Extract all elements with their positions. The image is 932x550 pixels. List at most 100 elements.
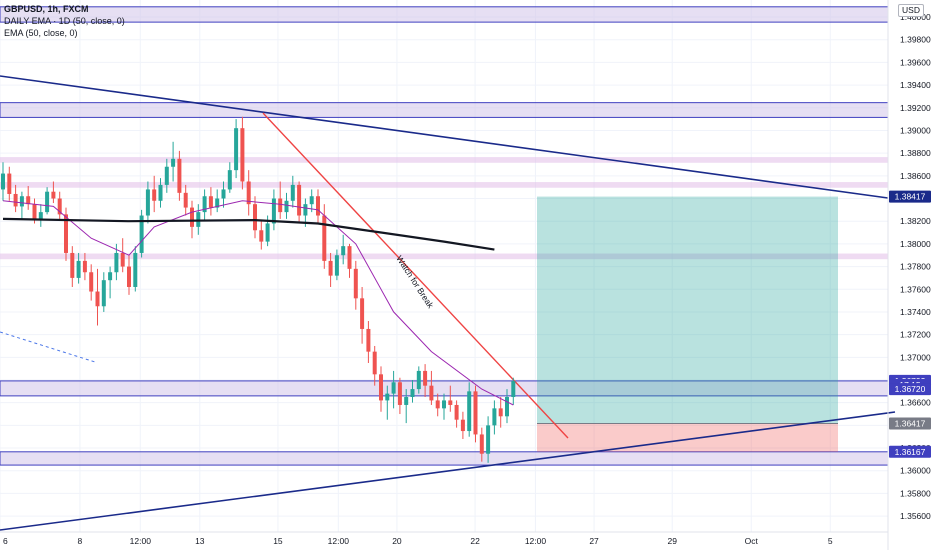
price-tag-label: 1.36720 <box>895 384 926 394</box>
time-tick-label: 12:00 <box>130 536 152 546</box>
candle-body <box>448 400 453 405</box>
candle-body <box>479 434 484 454</box>
candle-body <box>57 198 62 215</box>
long-position[interactable] <box>537 196 838 452</box>
candle-body <box>328 260 333 276</box>
candle-body <box>309 196 314 205</box>
candle-body <box>64 214 68 253</box>
time-tick-label: 29 <box>667 536 677 546</box>
daily-ema-line <box>2 217 495 251</box>
candle-body <box>442 400 446 409</box>
sr-zone <box>0 451 889 466</box>
price-tick-label: 1.39800 <box>900 35 931 45</box>
candle-body <box>127 266 131 287</box>
candle-body <box>379 374 383 401</box>
price-tick-label: 1.39400 <box>900 80 931 90</box>
candle-body <box>76 260 81 278</box>
candle-body <box>391 382 396 394</box>
price-tag-bg <box>889 383 931 396</box>
candle-body <box>152 189 157 201</box>
price-tag-label: 1.38417 <box>895 192 926 202</box>
sr-zone-faint <box>0 157 888 163</box>
price-tick-label: 1.39200 <box>900 103 931 113</box>
time-axis[interactable]: 6 8 12:00 13 15 12:00 20 22 12:00 27 29 Oct 5 <box>0 531 888 546</box>
candle-body <box>290 184 295 201</box>
price-tick-label: 1.37800 <box>900 262 931 272</box>
lower-trendline <box>0 411 896 531</box>
symbol-label[interactable]: GBPUSD, 1h, FXCM <box>4 4 89 14</box>
candle-body <box>486 425 491 454</box>
candle-body <box>101 280 106 307</box>
candle-body <box>435 400 440 409</box>
candle-body <box>1 173 5 190</box>
candle-body <box>297 184 302 216</box>
candle-body <box>234 128 239 171</box>
candle-body <box>259 230 264 242</box>
candle-body <box>498 408 503 417</box>
candle-body <box>215 198 220 208</box>
price-tag-bg <box>889 445 931 458</box>
sr-zone-faint <box>0 253 888 260</box>
candle-body <box>38 212 43 219</box>
price-tick-label: 1.36000 <box>900 466 931 476</box>
sr-zone-faint <box>0 182 888 188</box>
daily-ema-label[interactable]: DAILY EMA · 1D (50, close, 0) <box>4 16 125 26</box>
candle-body <box>120 252 125 267</box>
candle-body <box>246 181 251 205</box>
candle-body <box>190 207 194 227</box>
moving-averages <box>2 200 514 406</box>
candle-body <box>423 370 428 386</box>
currency-badge[interactable]: USD <box>898 4 924 17</box>
candle-body <box>385 393 390 401</box>
target-zone <box>537 196 838 424</box>
candle-body <box>505 397 509 417</box>
time-tick-label: 22 <box>470 536 480 546</box>
downtrend-line <box>262 112 569 439</box>
candle-body <box>240 128 245 182</box>
candle-body <box>95 291 100 307</box>
ema-label[interactable]: EMA (50, close, 0) <box>4 28 78 38</box>
candle-body <box>202 196 207 213</box>
price-tick-label: 1.40000 <box>900 12 931 22</box>
candle-body <box>416 370 421 390</box>
candle-body <box>133 252 138 287</box>
candle-body <box>7 173 12 194</box>
candle-body <box>13 193 18 207</box>
ema-line <box>2 200 514 406</box>
candle-body <box>171 158 176 167</box>
candle-body <box>253 204 257 231</box>
dashed-trendline <box>0 331 96 363</box>
candle-body <box>284 200 289 213</box>
price-tick-label: 1.35600 <box>900 511 931 521</box>
candle-body <box>82 260 87 273</box>
candle-body <box>366 328 371 352</box>
price-tick-label: 1.39000 <box>900 125 931 135</box>
candle-body <box>278 198 283 213</box>
time-tick-label: 27 <box>589 536 599 546</box>
candle-body <box>467 391 472 432</box>
sr-zone <box>0 102 889 118</box>
candle-body <box>32 204 37 219</box>
stop-zone <box>537 423 838 452</box>
candle-body <box>70 252 75 278</box>
candle-body <box>347 246 352 269</box>
price-tag-label: 1.36167 <box>895 447 926 457</box>
time-tick-label: 20 <box>392 536 402 546</box>
time-tick-label: 12:00 <box>525 536 547 546</box>
time-tick-label: 12:00 <box>328 536 350 546</box>
candle-body <box>158 184 163 201</box>
price-tag-bg <box>889 190 931 203</box>
candle-body <box>19 196 24 207</box>
candle-body <box>353 268 358 299</box>
candle-body <box>429 385 434 401</box>
trendlines[interactable] <box>0 75 896 531</box>
time-tick-label: 6 <box>3 536 8 546</box>
candle-body <box>164 166 169 185</box>
upper-trendline <box>0 75 889 199</box>
candle-body <box>404 397 409 405</box>
candle-body <box>227 170 232 190</box>
legend: GBPUSD, 1h, FXCM DAILY EMA · 1D (50, clo… <box>4 3 125 39</box>
